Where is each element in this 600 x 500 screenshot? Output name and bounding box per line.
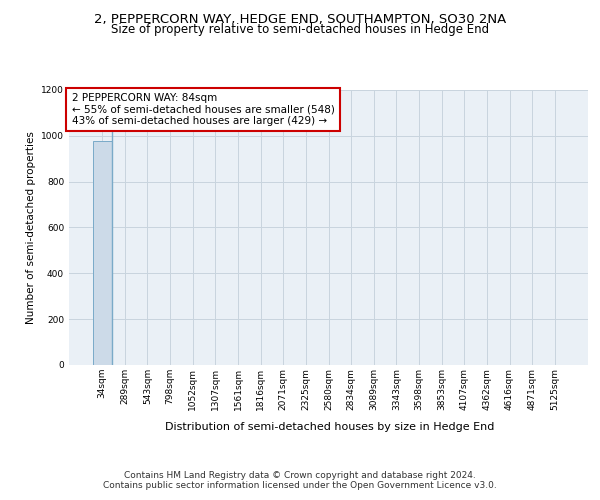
Text: 2 PEPPERCORN WAY: 84sqm
← 55% of semi-detached houses are smaller (548)
43% of s: 2 PEPPERCORN WAY: 84sqm ← 55% of semi-de… bbox=[71, 92, 334, 126]
Y-axis label: Number of semi-detached properties: Number of semi-detached properties bbox=[26, 131, 35, 324]
Bar bbox=[92, 141, 112, 365]
Text: 2, PEPPERCORN WAY, HEDGE END, SOUTHAMPTON, SO30 2NA: 2, PEPPERCORN WAY, HEDGE END, SOUTHAMPTO… bbox=[94, 12, 506, 26]
Text: Contains HM Land Registry data © Crown copyright and database right 2024.
Contai: Contains HM Land Registry data © Crown c… bbox=[103, 470, 497, 490]
Text: Distribution of semi-detached houses by size in Hedge End: Distribution of semi-detached houses by … bbox=[166, 422, 494, 432]
Text: Size of property relative to semi-detached houses in Hedge End: Size of property relative to semi-detach… bbox=[111, 22, 489, 36]
